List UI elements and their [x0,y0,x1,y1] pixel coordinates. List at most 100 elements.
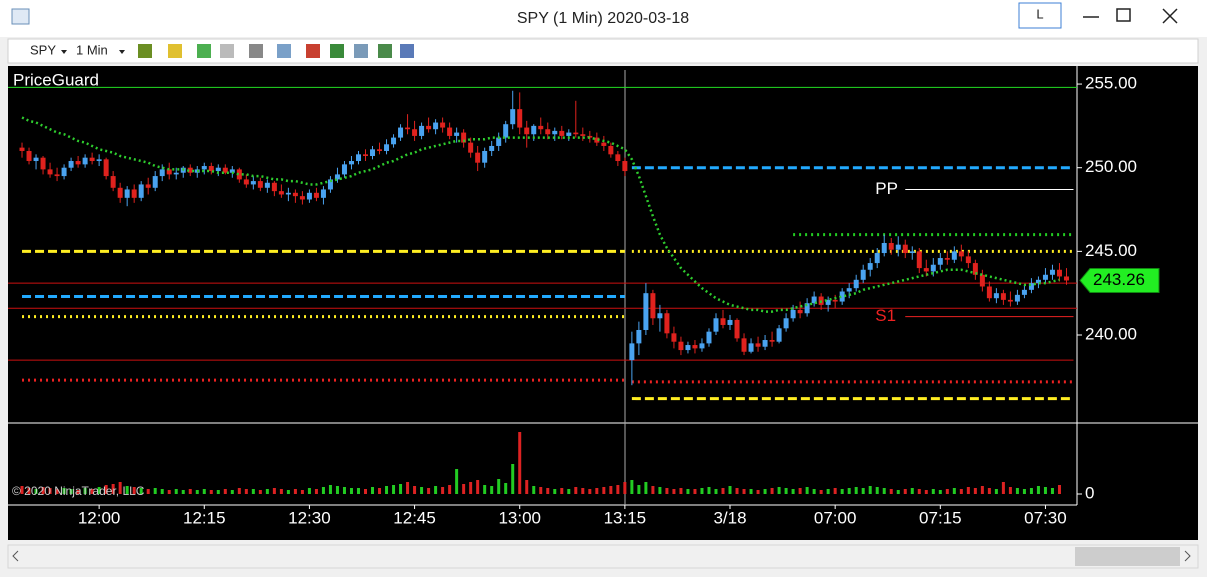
candle-body [271,182,277,192]
candle-body [790,309,796,319]
volume-bar [504,483,508,494]
remove-tool-icon[interactable] [220,44,234,58]
volume-bar [174,489,178,494]
volume-bar [48,488,52,494]
candle-body [874,253,880,264]
volume-bar [118,482,122,494]
volume-bar [805,487,809,494]
window-title: SPY (1 Min) 2020-03-18 [517,10,689,27]
toolbar-icons[interactable] [138,44,414,58]
candle-body [482,150,488,163]
candle-body [412,129,418,136]
volume-bar [630,480,634,494]
volume-bar [132,487,136,494]
volume-bar [833,488,837,494]
dropdown-arrow [119,50,125,54]
volume-bar [90,489,94,494]
candle-body [103,159,109,177]
volume-bar [770,488,774,494]
strategies-icon[interactable] [330,44,344,58]
data-box-icon[interactable] [400,44,414,58]
candle-body [902,244,908,254]
volume-bar [371,487,375,494]
volume-bar [728,486,732,494]
volume-bar [1015,488,1019,494]
scroll-right[interactable] [1184,550,1191,562]
candle-body [250,181,256,185]
candle-body [236,169,242,180]
volume-bar [497,479,501,494]
candle-body [650,293,656,319]
interval-selector[interactable]: 1 Min [76,42,108,57]
candle-body [1000,293,1006,300]
volume-bar [889,489,893,494]
maximize-button[interactable] [1116,8,1131,22]
chart-style-icon[interactable] [138,44,152,58]
templates-icon[interactable] [378,44,392,58]
candle-body [881,242,887,254]
scroll-left[interactable] [12,550,19,562]
volume-bar [209,490,213,494]
level-label: S1 [875,306,896,325]
level-label: PP [875,179,898,198]
candle-body [1049,269,1055,275]
scrollbar[interactable] [7,544,1199,569]
volume-bar [265,489,269,494]
link-button-label[interactable]: L [1036,6,1043,21]
candle-body [33,157,39,162]
candle-body [510,109,516,125]
volume-bar [462,484,466,494]
volume-bar [490,486,494,494]
pointer-icon[interactable] [249,44,263,58]
add-tool-icon[interactable] [197,44,211,58]
volume-bar [1050,488,1054,494]
candle-body [26,150,32,162]
candle-body [720,318,726,325]
volume-bar [784,488,788,494]
zoom-icon[interactable] [277,44,291,58]
scroll-thumb[interactable] [1075,547,1180,566]
instrument-selector[interactable]: SPY [30,42,56,57]
candle-body [363,154,369,156]
candle-body [145,184,151,188]
volume-bar [553,489,557,494]
candle-body [496,137,502,146]
candle-body [657,313,663,319]
volume-bar [181,490,185,494]
volume-bar [679,488,683,494]
title-bar [0,0,1207,37]
link-button[interactable] [1018,2,1062,29]
candle-body [138,184,144,198]
volume-bar [69,489,73,494]
close-button[interactable] [1162,8,1178,24]
volume-bar [567,489,571,494]
volume-bar [924,490,928,494]
candle-body [762,340,768,347]
volume-bar [959,489,963,494]
volume-bar [202,489,206,494]
volume-bar [903,489,907,494]
volume-bar [1001,482,1005,494]
candle-body [832,299,838,302]
candle-body [278,191,284,195]
candle-body [804,303,810,314]
volume-bar [826,489,830,494]
indicators-icon[interactable] [306,44,320,58]
volume-bar [272,488,276,494]
volume-bar [672,489,676,494]
volume-bar [693,489,697,494]
candle-body [503,124,509,138]
volume-bar [104,485,108,494]
volume-bar [139,488,143,494]
volume-bar [980,486,984,494]
drawing-tool-icon[interactable] [168,44,182,58]
volume-bar [1029,488,1033,494]
x-tick-label: 12:00 [78,508,121,527]
volume-bar [434,486,438,494]
candle-body [930,264,936,272]
volume-bar [364,489,368,494]
properties-icon[interactable] [354,44,368,58]
volume-bar [763,489,767,494]
volume-bar [700,488,704,494]
candle-body [419,125,425,136]
